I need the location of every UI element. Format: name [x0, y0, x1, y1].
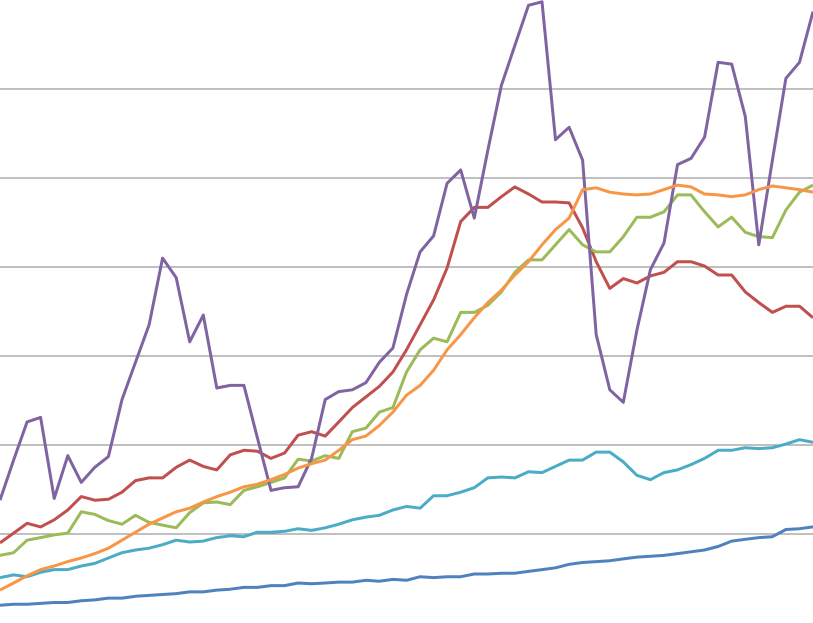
series-line — [0, 183, 813, 557]
series-line — [0, 185, 813, 545]
series-line — [0, 183, 813, 592]
series-line — [0, 525, 813, 607]
series-line — [0, 438, 813, 580]
series-line — [0, 0, 813, 501]
